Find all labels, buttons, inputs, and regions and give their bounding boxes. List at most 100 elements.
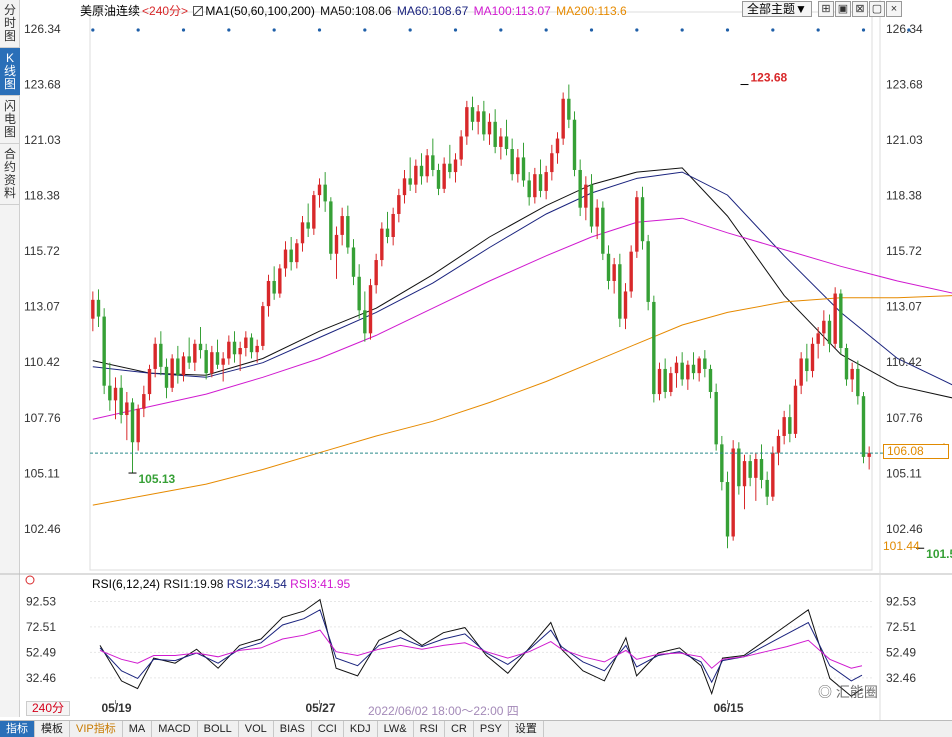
candle-body: [776, 435, 781, 453]
candle: [351, 239, 356, 286]
indicator-tab-5[interactable]: BOLL: [198, 721, 239, 737]
candle: [516, 149, 520, 183]
candle: [164, 358, 169, 399]
indicator-tab-8[interactable]: CCI: [312, 721, 344, 737]
indicator-tab-14[interactable]: 设置: [509, 721, 544, 737]
candle-body: [725, 482, 730, 537]
candle-body: [861, 396, 866, 457]
candle: [136, 404, 140, 451]
candle: [312, 190, 316, 235]
candle-body: [340, 216, 344, 235]
candle: [629, 245, 633, 298]
candle: [113, 377, 118, 420]
candle: [436, 163, 441, 196]
candle-body: [816, 333, 820, 344]
side-tab-0[interactable]: 分时图: [0, 0, 20, 48]
candle: [793, 379, 798, 439]
candle-body: [198, 343, 203, 351]
left-price-tick: 110.42: [24, 355, 60, 369]
indicator-tab-3[interactable]: MA: [123, 721, 153, 737]
candle-body: [130, 402, 135, 443]
candle: [232, 331, 237, 363]
candle: [255, 339, 259, 363]
indicator-tab-7[interactable]: BIAS: [274, 721, 312, 737]
layout-panel-icon[interactable]: ▣: [835, 1, 851, 17]
indicator-tab-9[interactable]: KDJ: [344, 721, 378, 737]
event-dot: [453, 28, 458, 32]
event-dot: [181, 28, 186, 32]
candle: [714, 383, 718, 451]
layout-close-panel-icon[interactable]: ⊠: [852, 1, 868, 17]
candle-body: [147, 368, 152, 395]
candle: [465, 100, 469, 145]
layout-grid-icon[interactable]: ⊞: [818, 1, 834, 17]
candle-body: [737, 448, 741, 487]
candle-body: [119, 387, 123, 416]
period-badge[interactable]: 240分: [26, 701, 70, 716]
candle: [595, 199, 599, 240]
candle-body: [691, 364, 696, 374]
event-dot: [816, 28, 820, 32]
rsi-right-tick: 92.53: [886, 594, 916, 608]
indicator-tab-12[interactable]: CR: [445, 721, 474, 737]
candle-body: [578, 169, 582, 208]
indicator-tab-6[interactable]: VOL: [239, 721, 274, 737]
indicator-tab-2[interactable]: VIP指标: [70, 721, 123, 737]
candle-body: [714, 391, 718, 445]
candle: [210, 345, 214, 378]
candle-body: [176, 358, 180, 376]
candle-body: [102, 316, 106, 386]
left-price-tick: 118.38: [24, 189, 60, 203]
candle-body: [459, 136, 463, 160]
restore-icon[interactable]: ▢: [869, 1, 885, 17]
theme-dropdown-button[interactable]: 全部主题▼: [742, 1, 812, 17]
candle-body: [431, 155, 435, 170]
candle: [215, 339, 220, 369]
candle: [720, 435, 724, 491]
candle: [601, 201, 605, 261]
candle-body: [300, 222, 305, 244]
ma50-label: MA50:108.06: [320, 4, 392, 18]
candle: [374, 253, 378, 294]
indicator-tab-11[interactable]: RSI: [414, 721, 445, 737]
event-dot: [272, 28, 276, 32]
candle-body: [499, 136, 503, 147]
candle-body: [295, 243, 299, 263]
candle: [431, 138, 435, 177]
candle-body: [567, 98, 571, 120]
indicator-tab-1[interactable]: 模板: [35, 721, 70, 737]
candle: [810, 337, 815, 378]
indicator-tab-13[interactable]: PSY: [474, 721, 509, 737]
indicator-tab-4[interactable]: MACD: [152, 721, 198, 737]
indicator-tab-0[interactable]: 指标: [0, 721, 35, 737]
candle-body: [283, 249, 288, 269]
candle-body: [504, 136, 509, 150]
side-tab-3[interactable]: 合约资料: [0, 144, 20, 205]
candle-body: [538, 174, 543, 191]
close-icon[interactable]: ×: [886, 1, 902, 17]
candle-body: [521, 157, 526, 181]
rsi1-line: [99, 598, 863, 697]
candle: [510, 138, 514, 181]
candle-body: [215, 352, 220, 365]
ma-settings-icon[interactable]: [193, 6, 204, 16]
event-dot: [499, 28, 503, 32]
event-dot: [91, 28, 95, 32]
candle: [584, 176, 588, 221]
side-tab-2[interactable]: 闪电图: [0, 96, 20, 144]
left-price-tick: 121.03: [24, 133, 61, 147]
candle-body: [153, 343, 157, 369]
candle-body: [561, 98, 565, 139]
candle-body: [765, 479, 769, 497]
candle-body: [822, 320, 826, 334]
indicator-tab-10[interactable]: LW&: [378, 721, 414, 737]
candle-body: [96, 299, 101, 317]
candle: [550, 144, 554, 181]
candle: [861, 391, 866, 464]
period-label[interactable]: <240分>: [142, 4, 189, 18]
candle-body: [635, 197, 639, 252]
candle: [839, 289, 843, 355]
